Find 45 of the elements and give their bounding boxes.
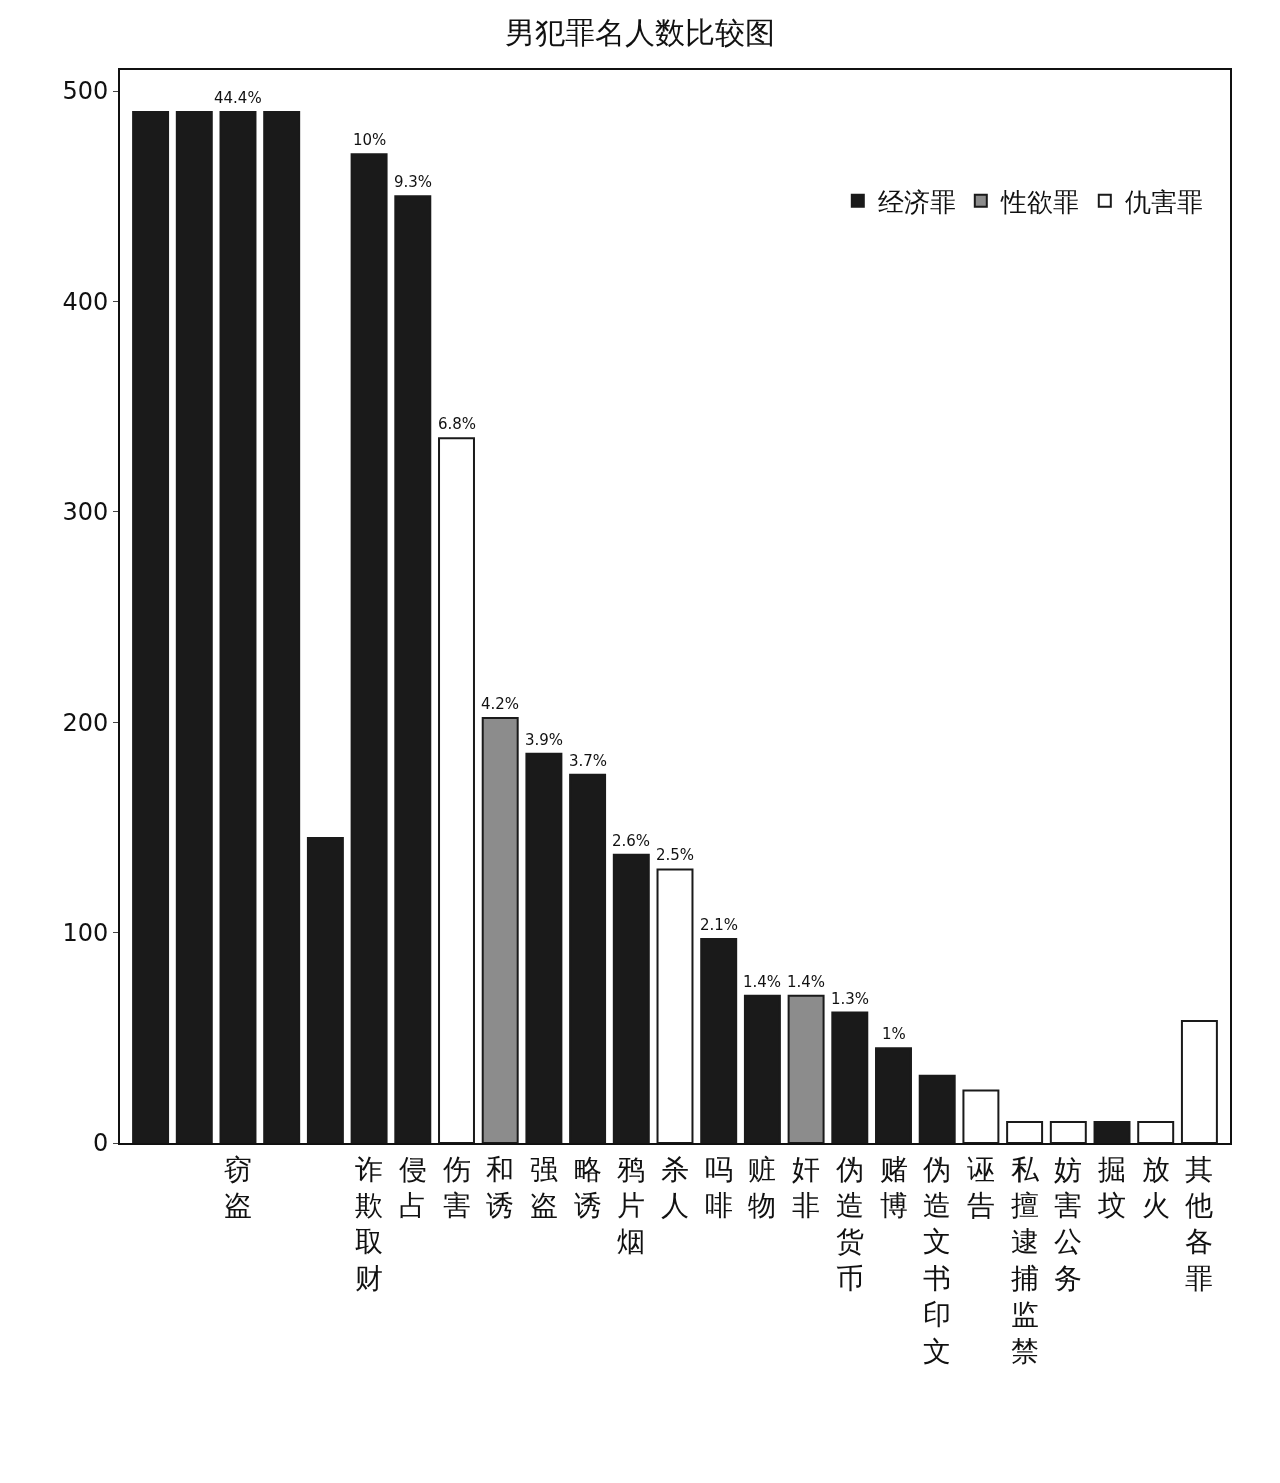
x-tick-label: 放火 — [1141, 1152, 1170, 1222]
x-tick-label: 其他各罪 — [1185, 1152, 1214, 1295]
legend-label: 经济罪 — [877, 186, 956, 217]
x-tick-label: 赌博 — [879, 1152, 908, 1222]
annotation: 3.7% — [569, 752, 608, 770]
y-tick-label: 100 — [62, 919, 109, 948]
annotation: 1.4% — [787, 973, 826, 991]
x-tick-label: 鸦片烟 — [617, 1152, 646, 1259]
x-tick-label: 略诱 — [573, 1152, 602, 1222]
x-tick-label: 强盗 — [529, 1152, 558, 1222]
annotation: 2.5% — [656, 846, 695, 864]
annotation: 4.2% — [481, 695, 520, 713]
x-tick-label: 诬告 — [966, 1152, 995, 1222]
annotation: 10% — [353, 131, 387, 149]
annotation: 44.4% — [214, 89, 262, 107]
annotation: 2.6% — [612, 832, 651, 850]
y-tick-label: 200 — [62, 708, 109, 737]
x-tick-label: 杀人 — [661, 1152, 689, 1222]
annotation: 2.1% — [700, 916, 739, 934]
x-tick-label: 奸非 — [792, 1152, 821, 1222]
legend-label: 仇害罪 — [1124, 186, 1203, 217]
x-tick-label: 诈欺取财 — [355, 1152, 384, 1295]
annotation: 1% — [882, 1025, 906, 1043]
annotation: 6.8% — [438, 415, 477, 433]
x-tick-label: 吗啡 — [704, 1152, 733, 1222]
x-tick-label: 伪造文书印文 — [923, 1152, 952, 1368]
chart-title: 男犯罪名人数比较图 — [505, 15, 775, 51]
y-tick-label: 400 — [62, 287, 109, 316]
x-tick-label: 侵占 — [398, 1152, 427, 1222]
y-tick-label: 500 — [62, 77, 109, 106]
x-tick-label: 伪造货币 — [835, 1152, 864, 1295]
x-tick-label: 和诱 — [486, 1152, 515, 1222]
x-tick-label: 窃盗 — [223, 1152, 252, 1222]
x-tick-label: 伤害 — [442, 1152, 471, 1222]
x-tick-label: 私擅逮捕监禁 — [1010, 1152, 1040, 1368]
y-tick-label: 0 — [92, 1129, 109, 1158]
x-tick-label: 掘坟 — [1097, 1152, 1127, 1222]
x-tick-label: 赃物 — [748, 1152, 777, 1222]
legend-label: 性欲罪 — [999, 186, 1079, 217]
annotation: 1.4% — [743, 973, 782, 991]
annotation: 9.3% — [394, 173, 433, 191]
annotation: 1.3% — [831, 990, 870, 1008]
x-tick-label: 妨害公务 — [1054, 1152, 1083, 1295]
y-tick-label: 300 — [62, 498, 109, 527]
annotation: 3.9% — [525, 731, 564, 749]
